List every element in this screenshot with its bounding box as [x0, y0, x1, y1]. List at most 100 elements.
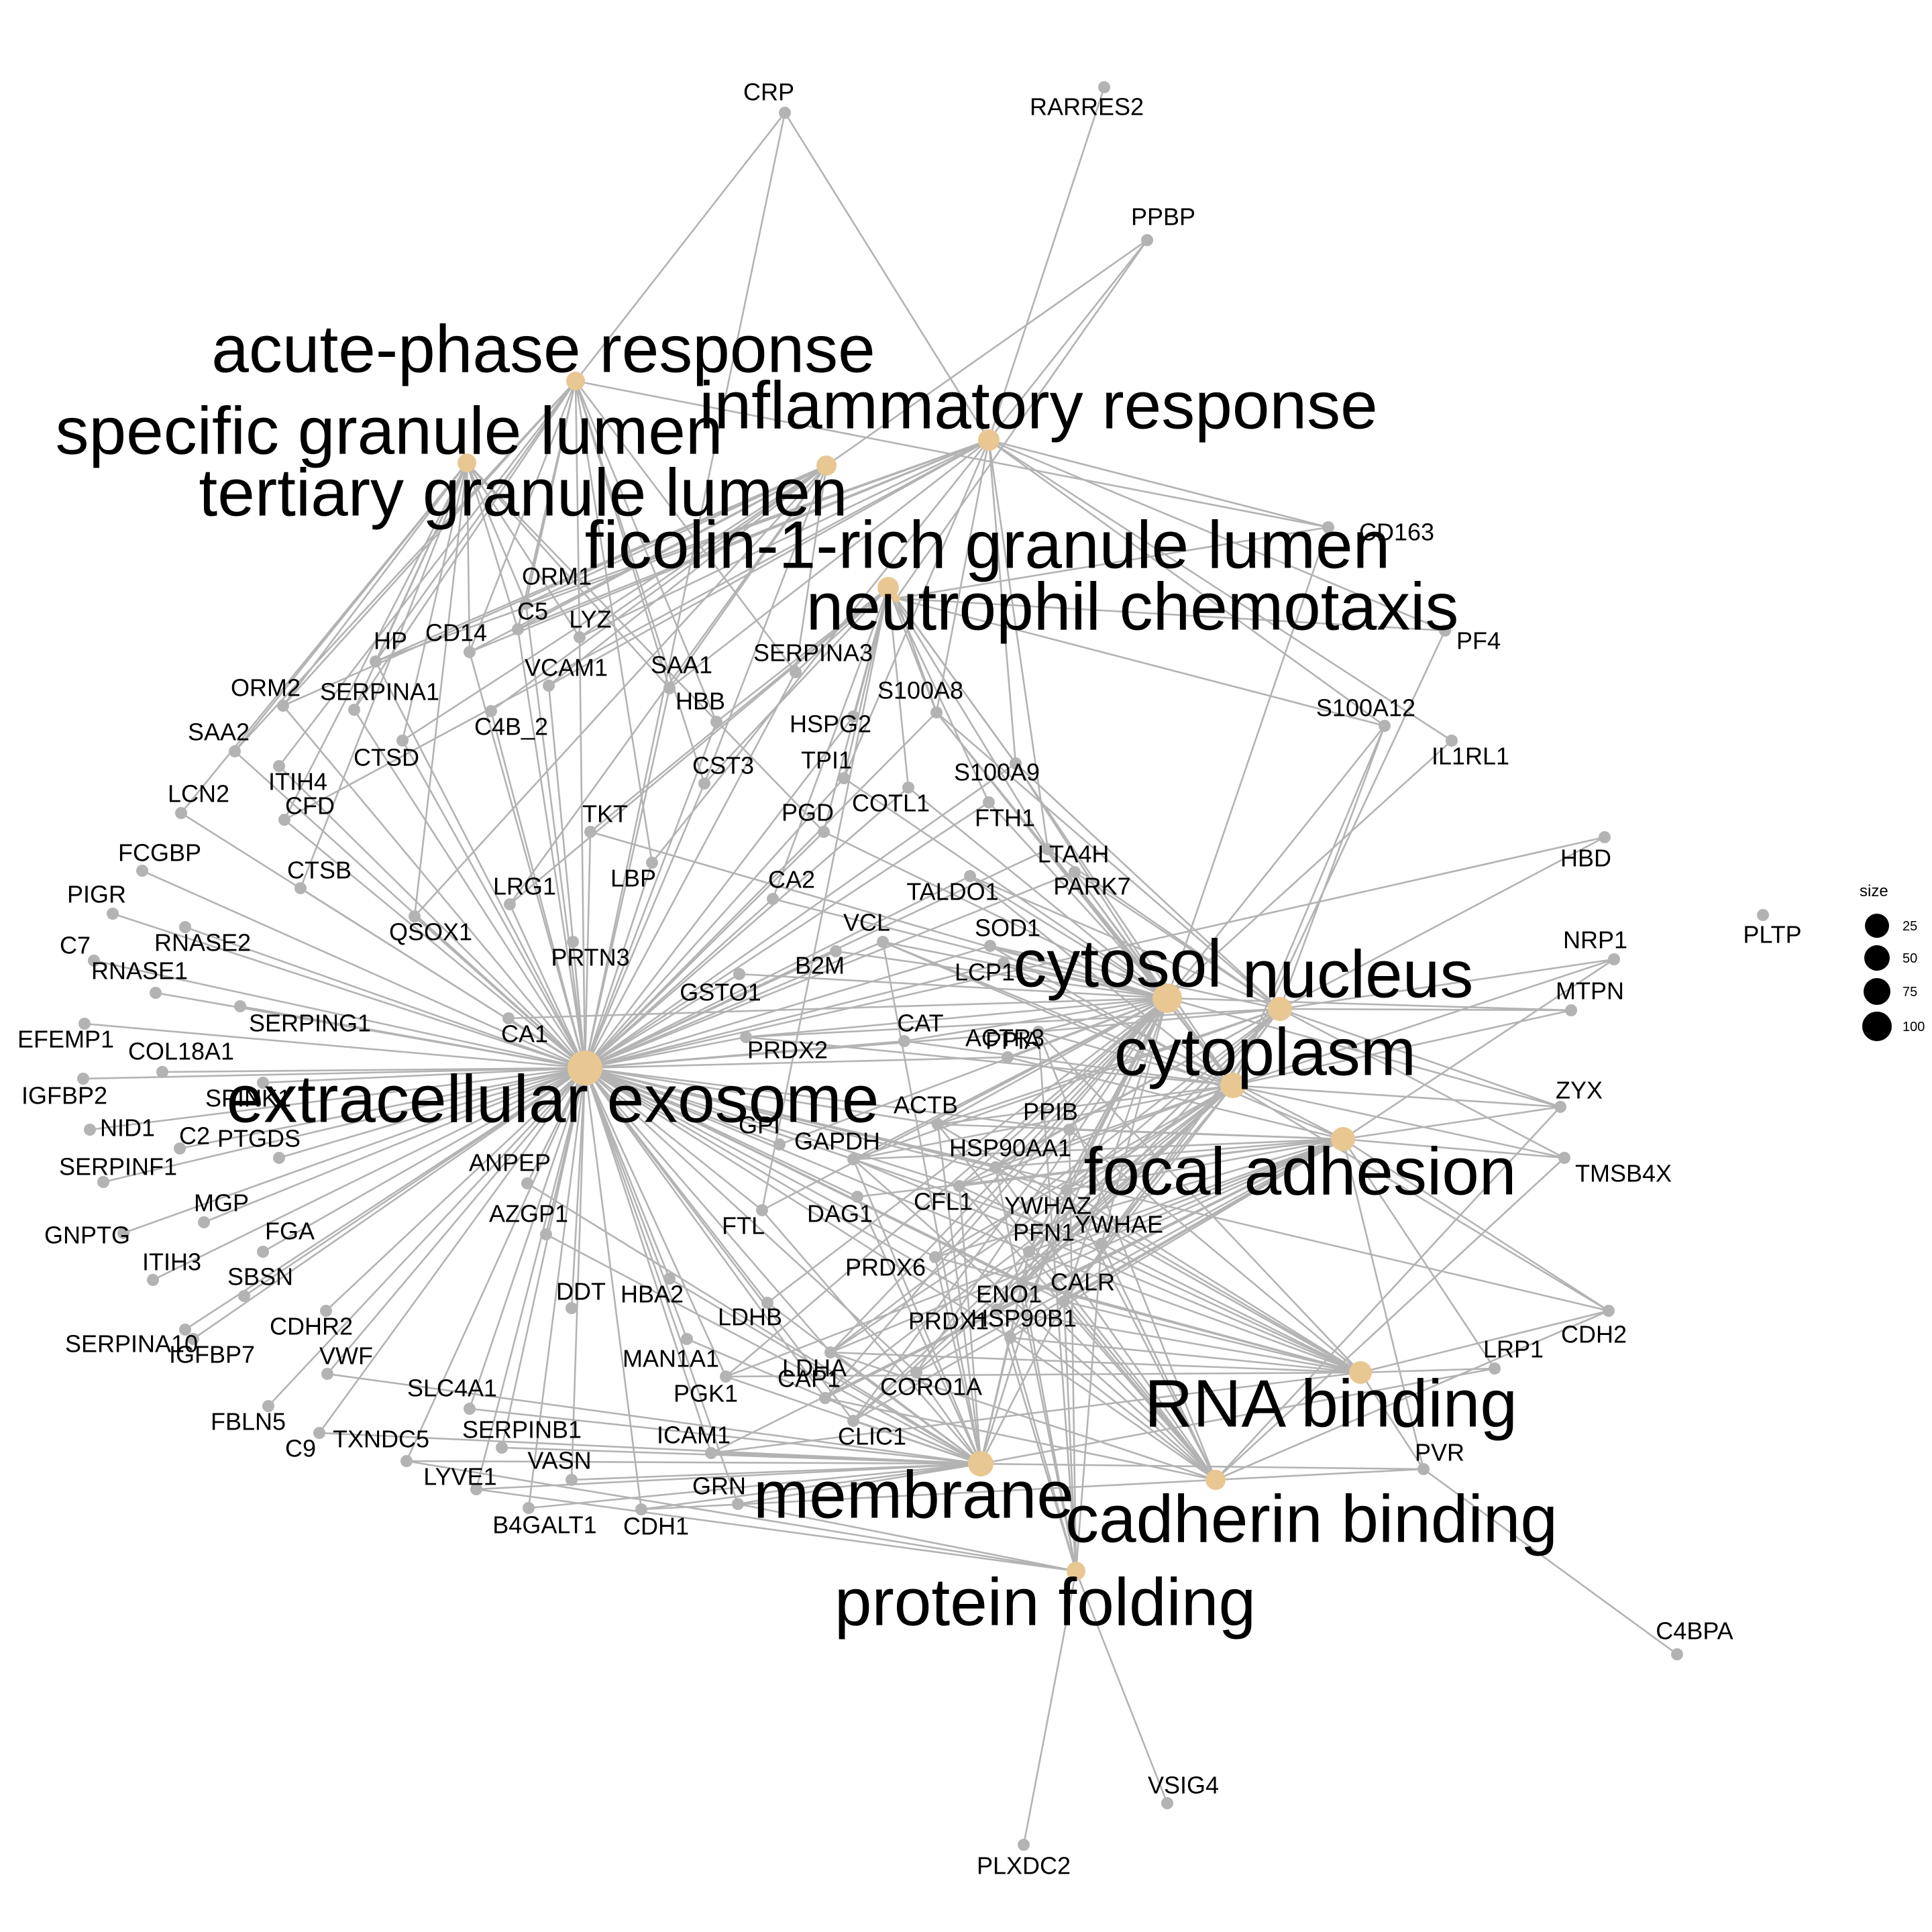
edge-cytosol-sod1 — [989, 945, 1168, 1000]
term-label-tertiary-granule-lumen: tertiary granule lumen — [199, 455, 847, 530]
gene-label-vcl: VCL — [843, 909, 890, 936]
gene-label-saa1: SAA1 — [651, 651, 712, 679]
gene-node-hp — [370, 655, 382, 667]
edge-cytosol-ldha — [830, 998, 1168, 1353]
gene-node-cap1 — [819, 1392, 831, 1404]
gene-label-pvr: PVR — [1415, 1439, 1464, 1466]
edge-nucleus-mtpn — [1279, 1008, 1572, 1012]
gene-label-park7: PARK7 — [1053, 873, 1130, 900]
edge-membrane-lyve1 — [476, 1462, 981, 1491]
edge-cytosol-gpi — [779, 997, 1168, 1146]
edge-extracellular-exosome-actb — [584, 1067, 938, 1126]
edge-cadherin-binding-ppia — [1037, 1031, 1217, 1481]
edge-membrane-gapdh — [852, 1159, 982, 1464]
gene-node-fcgbp — [136, 865, 148, 877]
gene-label-hbd: HBD — [1560, 845, 1611, 872]
edge-focal-adhesion-nrp1 — [1342, 958, 1615, 1140]
edge-extracellular-exosome-c2 — [179, 1067, 586, 1150]
edge-cytosol-ca1 — [508, 997, 1168, 1020]
edge-inflammatory-response-il1rl1 — [988, 439, 1452, 742]
edge-extracellular-exosome-fbln5 — [268, 1067, 586, 1407]
edge-extracellular-exosome-ptgds — [278, 1067, 586, 1159]
gene-label-lrg1: LRG1 — [493, 873, 556, 900]
edge-focal-adhesion-vcl — [882, 941, 1344, 1140]
gene-label-orm2: ORM2 — [231, 674, 301, 702]
edge-cadherin-binding-pvr — [1215, 1468, 1424, 1481]
edge-specific-granule-lumen-cfd — [283, 462, 468, 820]
edge-cytoplasm-prdx2 — [745, 1036, 1234, 1087]
edge-protein-folding-ywhae — [1075, 1243, 1103, 1572]
edge-cytosol-ftl — [761, 997, 1168, 1212]
edge-acute-phase-response-hbb — [574, 380, 718, 722]
gene-node-crp — [779, 107, 791, 119]
gene-label-prdx6: PRDX6 — [845, 1254, 926, 1281]
gene-label-serpina1: SERPINA1 — [320, 678, 439, 706]
gene-node-grn — [732, 1498, 744, 1510]
term-label-specific-granule-lumen: specific granule lumen — [56, 393, 723, 468]
gene-label-spink1: SPINK1 — [205, 1085, 291, 1112]
edge-cytosol-s100a12 — [1166, 725, 1386, 999]
gene-node-efemp1 — [78, 1018, 91, 1030]
gene-label-b2m: B2M — [795, 952, 845, 979]
gene-label-cfd: CFD — [285, 792, 335, 820]
gene-node-cd14 — [464, 646, 476, 658]
gene-node-lyve1 — [470, 1483, 482, 1495]
gene-node-lyz — [574, 631, 586, 643]
gene-label-cap1: CAP1 — [777, 1365, 841, 1393]
gene-node-pvr — [1417, 1463, 1430, 1475]
edge-nucleus-s100a12 — [1279, 725, 1386, 1010]
gene-node-spink1 — [257, 1077, 269, 1089]
edge-cytosol-tpi1 — [843, 777, 1168, 1000]
edge-specific-granule-lumen-orm1 — [466, 462, 527, 604]
edge-nucleus-s100a8 — [936, 712, 1281, 1010]
edge-extracellular-exosome-coro1a — [584, 1067, 917, 1373]
gene-node-ywhae — [1095, 1238, 1108, 1250]
gene-label-clic1: CLIC1 — [838, 1423, 906, 1450]
edge-rna-binding-cdh2 — [1360, 1309, 1609, 1374]
gene-label-ctsd: CTSD — [354, 744, 419, 771]
edge-cadherin-binding-ywhae — [1100, 1243, 1217, 1481]
edge-extracellular-exosome-ldha — [584, 1067, 831, 1353]
edge-cytoplasm-cdh2 — [1232, 1084, 1609, 1312]
label-layer: CRP RARRES2 PPBP CD163 PF4 S100A12 IL1RL1 HBD NR… — [17, 78, 1802, 1880]
gene-node-serpina3 — [790, 666, 802, 678]
gene-node-eno1 — [1016, 1277, 1028, 1289]
gene-node-clic1 — [847, 1415, 859, 1427]
gene-node-anpep — [521, 1177, 533, 1189]
gene-node-prdx6 — [929, 1251, 941, 1263]
gene-node-ca1 — [502, 1012, 515, 1024]
gene-label-vwf: VWF — [319, 1342, 373, 1370]
edge-membrane-cfl1 — [958, 1185, 982, 1464]
gene-label-serpinf1: SERPINF1 — [59, 1153, 177, 1181]
term-node-ficolin-1-rich-granule-lumen — [877, 577, 899, 598]
gene-node-pltp — [1757, 909, 1769, 921]
edge-c4bpa-pvr — [1423, 1468, 1678, 1656]
term-node-focal-adhesion — [1331, 1127, 1355, 1151]
term-label-neutrophil-chemotaxis: neutrophil chemotaxis — [806, 569, 1459, 644]
gene-label-cd14: CD14 — [425, 619, 487, 647]
gene-label-serpinb1: SERPINB1 — [462, 1416, 582, 1444]
edge-cytoplasm-pfn1 — [1028, 1084, 1234, 1253]
edge-ficolin-1-rich-granule-lumen-pgd — [822, 587, 890, 833]
edge-membrane-ftl — [761, 1210, 981, 1464]
gene-label-anpep: ANPEP — [469, 1149, 551, 1177]
gene-label-tmsb4x: TMSB4X — [1575, 1160, 1672, 1187]
gene-node-hba2 — [663, 1273, 676, 1285]
edge-membrane-vcl — [881, 941, 982, 1464]
edge-extracellular-exosome-c5 — [517, 629, 586, 1069]
edge-extracellular-exosome-cdhr2 — [325, 1067, 586, 1311]
gene-node-serping1 — [234, 1000, 246, 1012]
gene-node-vcam1 — [543, 680, 555, 692]
term-label-ficolin-1-rich-granule-lumen: ficolin-1-rich granule lumen — [585, 507, 1391, 582]
edge-membrane-azgp1 — [545, 1233, 981, 1465]
edge-rna-binding-actb — [937, 1123, 1361, 1374]
gene-label-hbb: HBB — [676, 688, 725, 715]
gene-node-c7 — [88, 955, 100, 967]
gene-label-s100a8: S100A8 — [877, 677, 963, 704]
edge-nucleus-ppia — [1038, 1008, 1281, 1033]
edge-cytoplasm-actb — [937, 1084, 1234, 1126]
gene-label-lta4h: LTA4H — [1038, 841, 1110, 868]
edge-extracellular-exosome-igfbp2 — [83, 1067, 586, 1080]
gene-node-cotl1 — [902, 782, 914, 794]
